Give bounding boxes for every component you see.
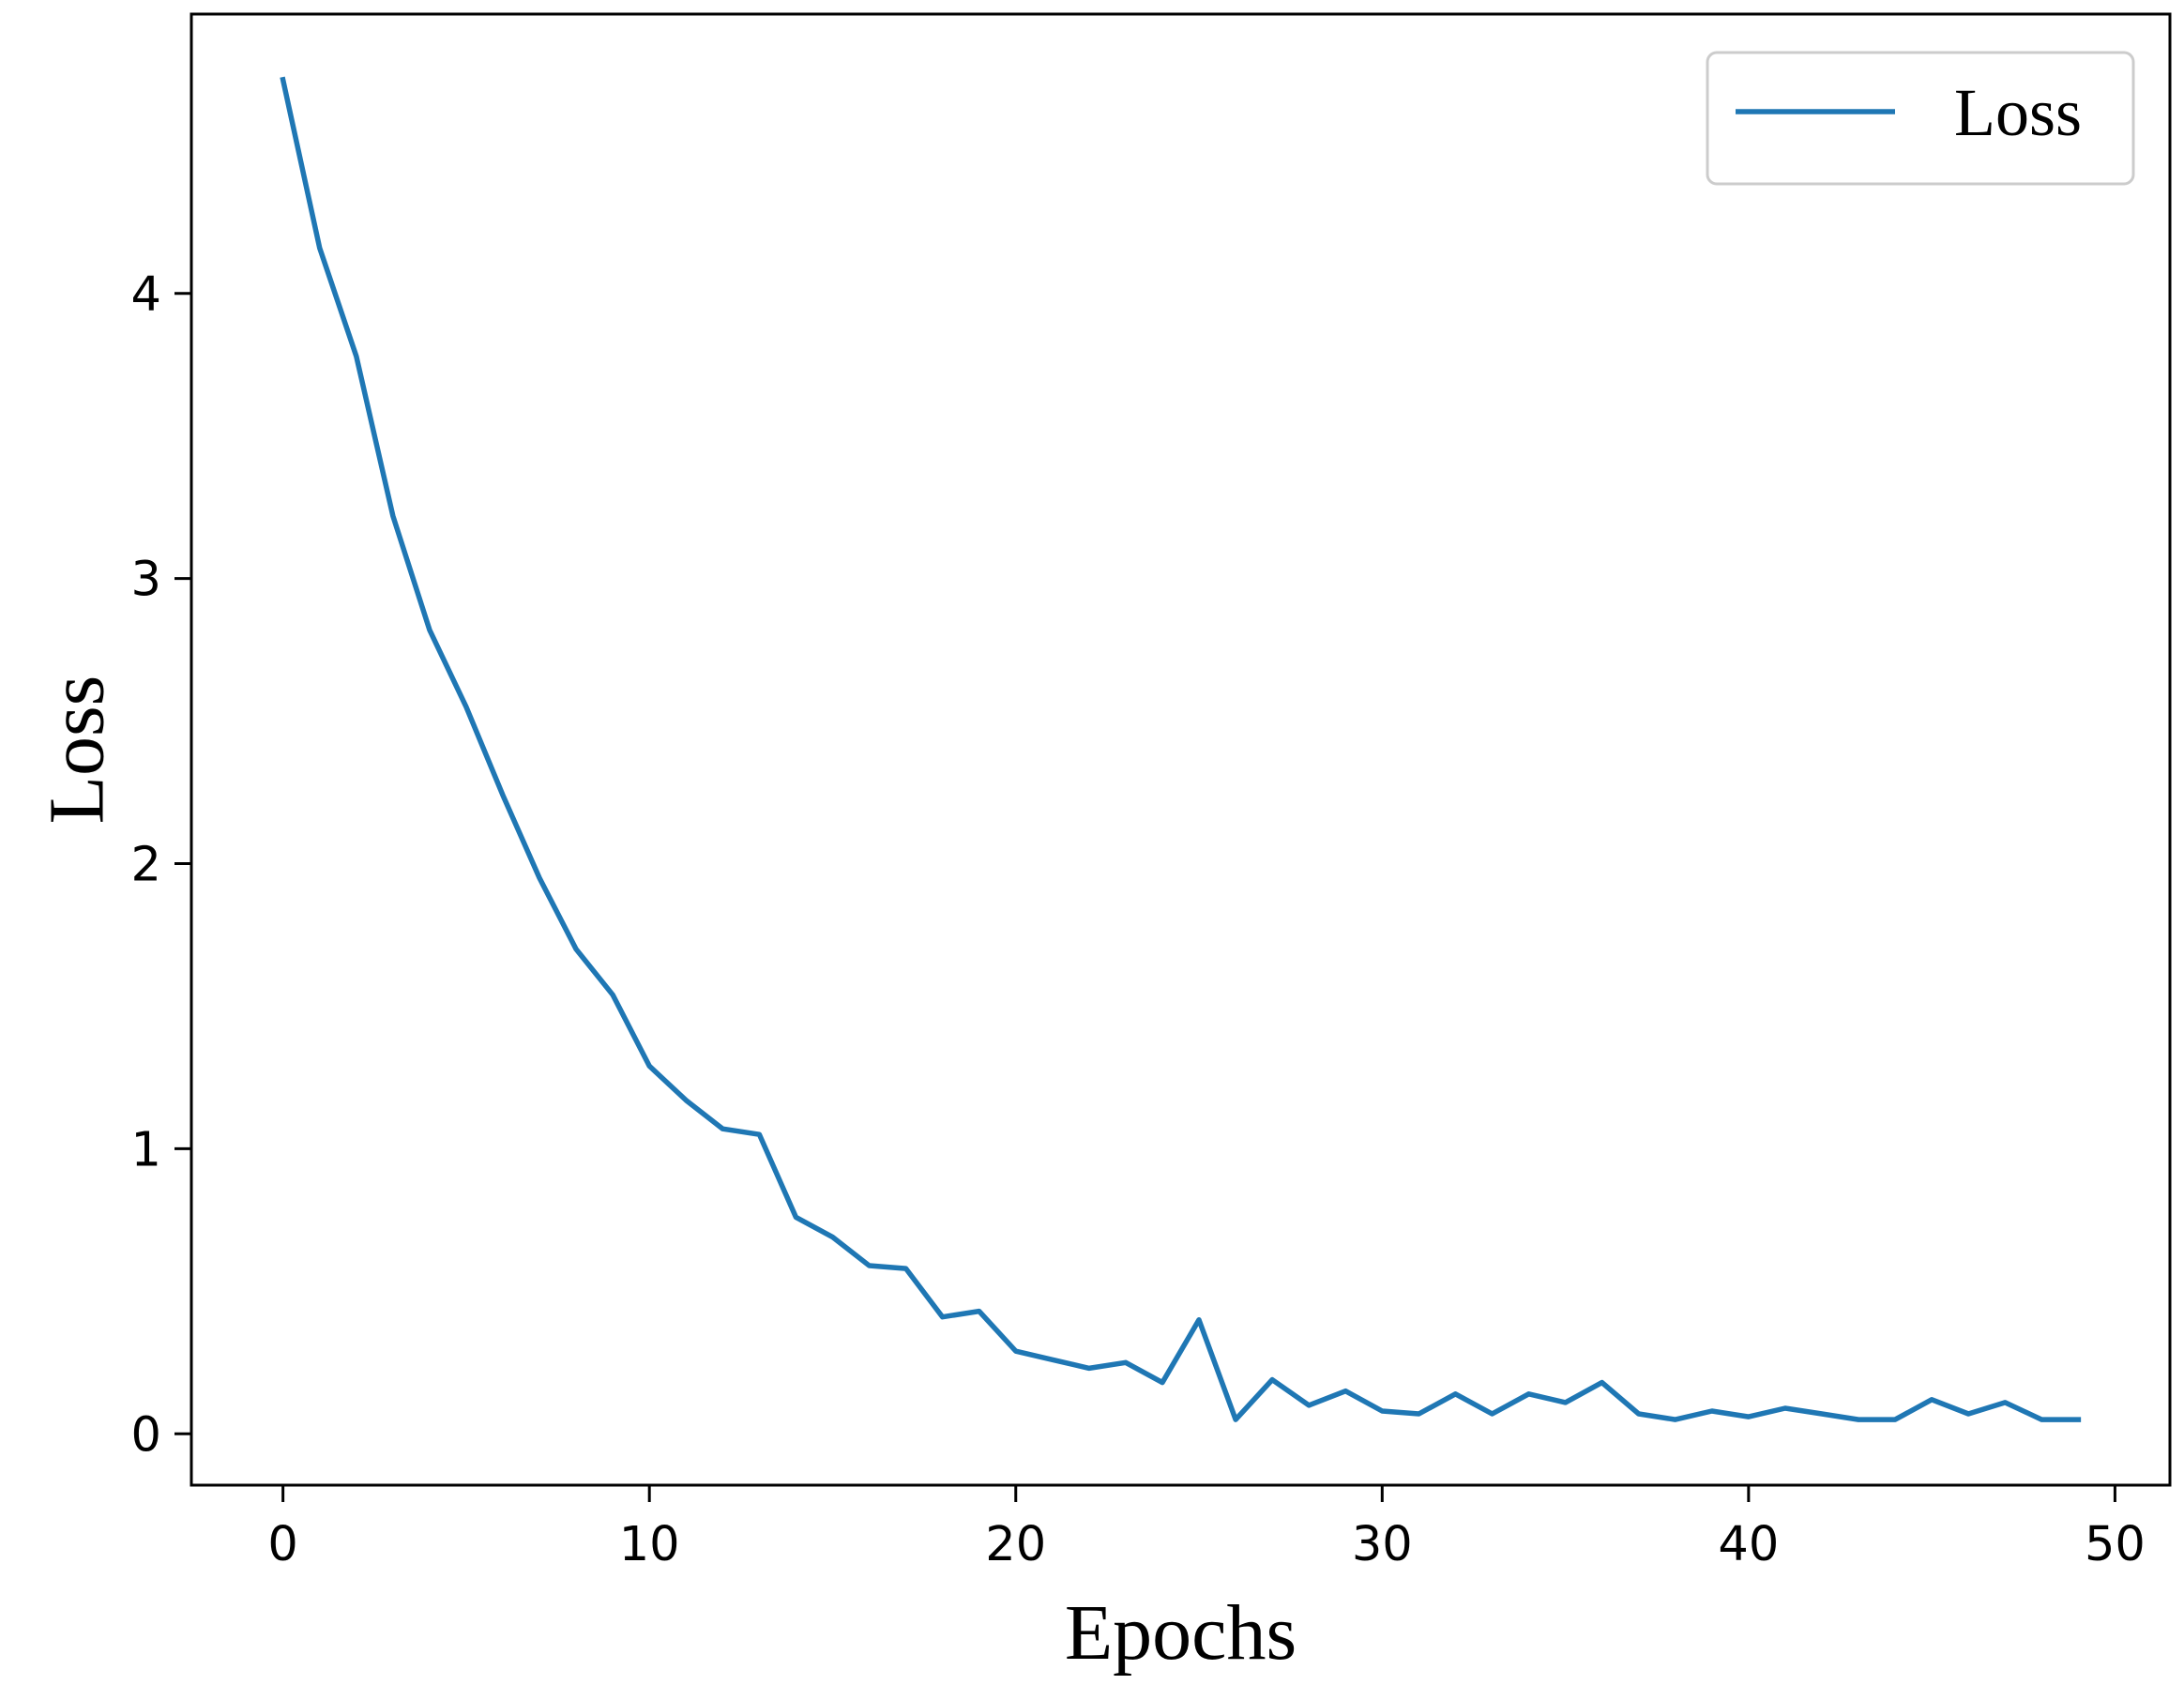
loss-data-point bbox=[1930, 1397, 1934, 1402]
y-tick-label: 4 bbox=[131, 267, 161, 323]
loss-data-point bbox=[390, 513, 395, 518]
loss-data-point bbox=[720, 1127, 725, 1131]
y-tick-label: 3 bbox=[131, 553, 161, 608]
loss-data-point bbox=[1966, 1412, 1971, 1417]
loss-data-point bbox=[1234, 1418, 1238, 1422]
loss-data-point bbox=[1380, 1409, 1385, 1414]
loss-data-point bbox=[354, 354, 358, 358]
loss-data-point bbox=[1160, 1380, 1165, 1385]
x-tick-label: 40 bbox=[1718, 1517, 1779, 1572]
y-tick-label: 0 bbox=[131, 1407, 161, 1463]
loss-data-point bbox=[1600, 1380, 1604, 1385]
loss-data-point bbox=[1417, 1412, 1421, 1417]
loss-data-point bbox=[1636, 1412, 1641, 1417]
loss-data-point bbox=[1086, 1366, 1091, 1371]
loss-data-point bbox=[1746, 1415, 1751, 1419]
legend: Loss bbox=[1706, 51, 2135, 186]
loss-data-point bbox=[1490, 1412, 1494, 1417]
x-tick-label: 30 bbox=[1352, 1517, 1413, 1572]
loss-data-point bbox=[281, 77, 285, 82]
y-tick-label: 1 bbox=[131, 1122, 161, 1177]
loss-data-point bbox=[1197, 1317, 1202, 1322]
loss-data-point bbox=[1050, 1358, 1054, 1362]
plot-frame bbox=[190, 12, 2172, 1487]
loss-data-point bbox=[1307, 1403, 1312, 1407]
x-tick-label: 0 bbox=[267, 1517, 297, 1572]
loss-data-point bbox=[501, 793, 506, 797]
loss-data-point bbox=[1343, 1389, 1348, 1393]
x-tick-label: 20 bbox=[985, 1517, 1046, 1572]
legend-box bbox=[1706, 51, 2135, 186]
loss-data-point bbox=[903, 1267, 908, 1271]
loss-data-point bbox=[1709, 1409, 1714, 1414]
loss-data-point bbox=[1820, 1412, 1825, 1417]
loss-data-point bbox=[830, 1235, 835, 1239]
plot-area-border bbox=[190, 12, 2172, 1487]
loss-data-point bbox=[1270, 1377, 1275, 1382]
loss-data-point bbox=[538, 875, 542, 880]
loss-data-point bbox=[1893, 1418, 1898, 1422]
loss-data-point bbox=[1857, 1418, 1861, 1422]
loss-series-line bbox=[280, 76, 2082, 1422]
loss-data-point bbox=[574, 947, 579, 951]
loss-data-point bbox=[1673, 1418, 1677, 1422]
loss-data-point bbox=[977, 1309, 981, 1313]
loss-data-point bbox=[1013, 1349, 1018, 1354]
loss-data-point bbox=[611, 993, 615, 997]
legend-label: Loss bbox=[1954, 75, 2082, 150]
loss-data-point bbox=[1526, 1391, 1531, 1396]
loss-data-point bbox=[867, 1264, 872, 1268]
series-layer bbox=[280, 76, 2082, 1422]
loss-data-point bbox=[1563, 1400, 1568, 1404]
loss-data-point bbox=[2076, 1418, 2081, 1422]
loss-data-point bbox=[940, 1314, 945, 1319]
loss-data-point bbox=[1782, 1406, 1787, 1411]
loss-data-point bbox=[1453, 1391, 1458, 1396]
axes: 0 10 20 30 40 50 0 1 2 3 4 bbox=[131, 267, 2146, 1572]
loss-data-point bbox=[757, 1132, 762, 1137]
y-axis-title: Loss bbox=[33, 675, 120, 825]
loss-data-point bbox=[794, 1215, 798, 1220]
x-tick-label: 10 bbox=[619, 1517, 680, 1572]
loss-data-point bbox=[427, 628, 432, 632]
x-tick-label: 50 bbox=[2085, 1517, 2146, 1572]
loss-data-point bbox=[2003, 1400, 2008, 1404]
y-tick-label: 2 bbox=[131, 838, 161, 893]
loss-data-point bbox=[1123, 1360, 1128, 1365]
x-axis-title: Epochs bbox=[1065, 1589, 1297, 1677]
loss-data-point bbox=[463, 705, 468, 709]
loss-data-point bbox=[317, 246, 322, 250]
loss-data-point bbox=[684, 1098, 689, 1102]
loss-data-point bbox=[647, 1064, 652, 1069]
loss-data-point bbox=[2040, 1418, 2044, 1422]
